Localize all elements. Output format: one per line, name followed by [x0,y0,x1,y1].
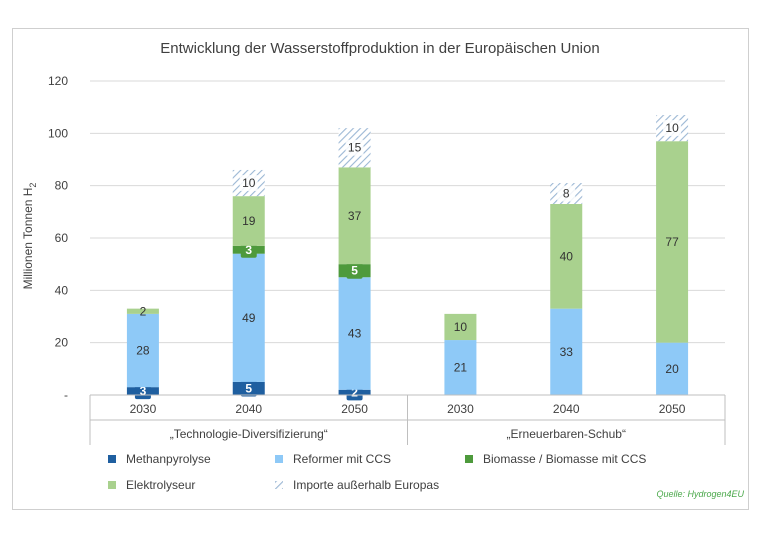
bar-stack: 33 40 8 [550,183,583,395]
legend-swatch [108,481,116,489]
bar-segment [656,141,689,343]
bar-segment [656,342,689,395]
data-label: 37 [348,209,362,223]
legend-item: Importe außerhalb Europas [275,478,439,492]
x-axis: 2030 2040 2050 2030 2040 2050 „Technologie-Div… [89,394,726,445]
bar-segment [338,277,371,390]
chart-frame [12,28,749,510]
y-tick-label: 40 [55,283,69,297]
label-bg [239,175,258,192]
chart-title: Entwicklung der Wasserstoffproduktion in… [160,40,599,57]
bar-stack: 3 28 2 [126,304,159,400]
legend-label: Importe außerhalb Europas [293,478,439,492]
bar-stack: 2 43 5 37 15 [338,128,371,401]
data-label: 40 [560,249,574,263]
data-label: 10 [454,320,468,334]
y-tick-label: 80 [55,179,69,193]
legend-swatch [275,455,283,463]
x-tick-label: 2040 [235,402,262,416]
group-label: „Technologie-Diversifizierung“ [170,427,328,441]
data-label: 5 [351,264,358,278]
bar-stack: 5 49 3 19 10 [232,169,265,397]
data-label: 8 [563,187,570,201]
data-label: 21 [454,361,468,375]
data-label: 49 [242,311,256,325]
data-label: 10 [242,176,256,190]
y-tick-label: 100 [48,126,68,140]
data-label: 43 [348,327,362,341]
data-label: 19 [242,214,256,228]
bar-segment [232,253,265,382]
data-label: 3 [245,243,252,257]
x-tick-label: 2030 [447,402,474,416]
legend: Methanpyrolyse Reformer mit CCS Biomasse /… [108,452,646,492]
value-badge [240,380,257,397]
y-axis-label-main: Millionen Tonnen H [21,188,35,290]
label-bg [663,120,682,137]
y-axis-label-subscript: 2 [28,183,38,188]
legend-item: Methanpyrolyse [108,452,211,466]
data-label: 20 [665,362,679,376]
legend-item: Elektrolyseur [108,478,195,492]
x-tick-label: 2050 [659,402,686,416]
legend-label: Methanpyrolyse [126,452,211,466]
x-tick-label: 2050 [341,402,368,416]
bar-segment [126,308,159,314]
bar-stack: 20 77 10 [656,115,689,395]
bar-segment [444,340,477,395]
bars: 3 28 2 5 49 3 19 10 2 43 5 37 15 21 10 33 40 8 20 77 10 [126,115,689,401]
grid-lines [90,80,725,344]
x-tick-label: 2040 [553,402,580,416]
data-label: 2 [140,304,147,318]
legend-swatch [108,455,116,463]
y-tick-label: - [64,388,68,402]
bar-stack: 21 10 [444,313,477,395]
bar-segment [550,203,583,309]
value-badge [346,262,363,279]
y-axis: - 20 40 60 80 100 120 [48,74,68,402]
legend-item: Reformer mit CCS [275,452,391,466]
x-tick-label: 2030 [130,402,157,416]
bar-segment [550,308,583,395]
legend-item: Biomasse / Biomasse mit CCS [465,452,646,466]
y-axis-label: Millionen Tonnen H2 [21,183,38,290]
data-label: 5 [245,381,252,395]
label-bg [345,139,364,156]
bar-segment [126,313,159,388]
bar-segment [444,313,477,341]
y-tick-label: 60 [55,231,69,245]
bar-segment [338,167,371,265]
group-label: „Erneuerbaren-Schub“ [507,427,626,441]
legend-swatch [275,481,283,489]
legend-label: Biomasse / Biomasse mit CCS [483,452,646,466]
data-label: 2 [351,385,358,399]
bar-segment [232,196,265,246]
source-note: Quelle: Hydrogen4EU [656,489,744,499]
legend-label: Elektrolyseur [126,478,195,492]
data-label: 3 [140,384,147,398]
data-label: 28 [136,344,150,358]
legend-label: Reformer mit CCS [293,452,391,466]
label-bg [557,185,576,202]
data-label: 15 [348,141,362,155]
data-label: 77 [665,235,679,249]
data-label: 33 [560,345,574,359]
legend-swatch [465,455,473,463]
y-tick-label: 120 [48,74,68,88]
data-label: 10 [665,121,679,135]
y-tick-label: 20 [55,336,69,350]
